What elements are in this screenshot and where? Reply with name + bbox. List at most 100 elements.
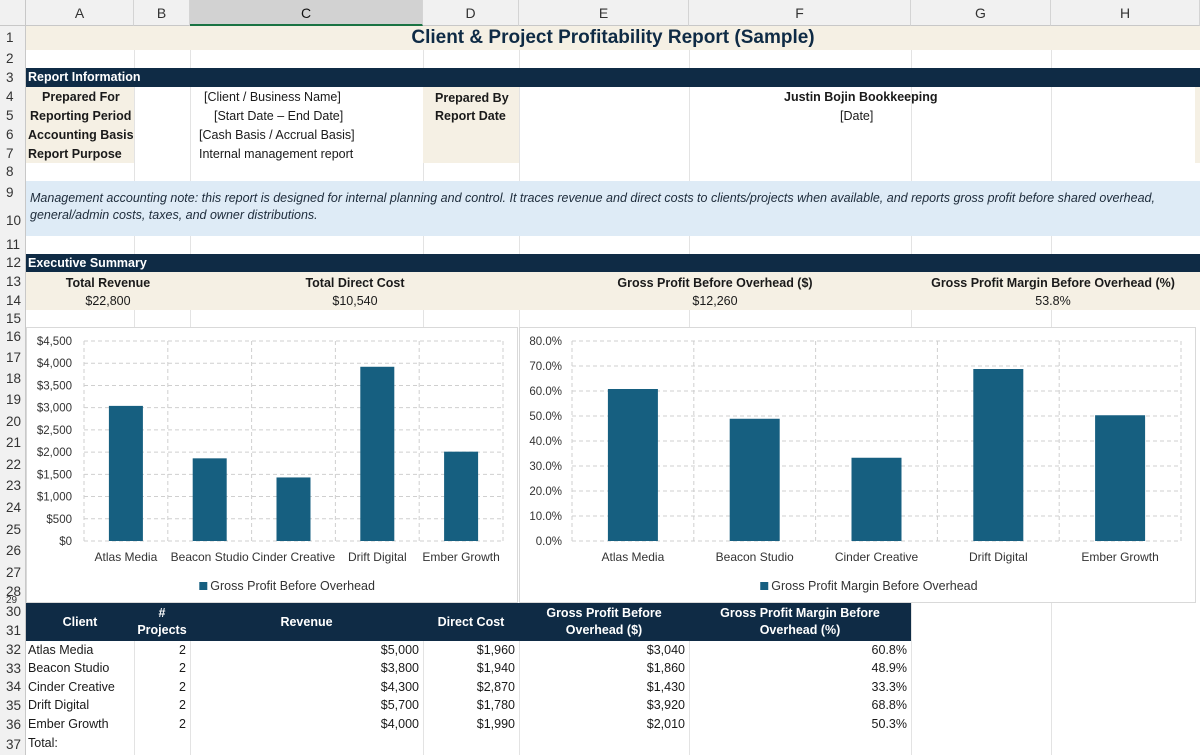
row-header-29[interactable]: 29: [0, 596, 26, 606]
gross-profit-chart[interactable]: $0 $500 $1,000 $1,500 $2,000 $2,500 $3,000 $3,5…: [26, 327, 518, 603]
table-cell-client[interactable]: Cinder Creative: [28, 680, 115, 694]
row-header-27[interactable]: 27: [0, 562, 26, 584]
row-header-31[interactable]: 31: [0, 620, 26, 641]
column-header-h[interactable]: H: [1051, 0, 1200, 26]
row-header-16[interactable]: 16: [0, 327, 26, 347]
table-cell-client[interactable]: Beacon Studio: [28, 661, 110, 675]
table-cell-revenue[interactable]: $5,700: [380, 698, 419, 712]
table-cell-client[interactable]: Atlas Media: [28, 643, 94, 657]
report-date-value[interactable]: [Date]: [840, 109, 874, 123]
prepared-for-value[interactable]: [Client / Business Name]: [204, 90, 341, 104]
column-header-c[interactable]: C: [190, 0, 423, 26]
row-header-21[interactable]: 21: [0, 432, 26, 454]
table-cell-revenue[interactable]: $3,800: [380, 661, 419, 675]
row-header-19[interactable]: 19: [0, 389, 26, 411]
row-header-3[interactable]: 3: [0, 68, 26, 87]
gp-chart-bar-2[interactable]: [276, 477, 311, 541]
gp-chart-bar-3[interactable]: [360, 366, 395, 541]
row-header-7[interactable]: 7: [0, 144, 26, 163]
table-cell-revenue[interactable]: $5,000: [380, 643, 419, 657]
row-header-26[interactable]: 26: [0, 540, 26, 562]
table-cell-gross-profit[interactable]: $2,010: [646, 717, 685, 731]
row-header-11[interactable]: 11: [0, 236, 26, 254]
row-header-12[interactable]: 12: [0, 254, 26, 272]
gm-chart-bar-1[interactable]: [729, 418, 780, 541]
table-cell-direct-cost[interactable]: $1,990: [476, 717, 515, 731]
column-header-e[interactable]: E: [519, 0, 689, 26]
table-cell-client[interactable]: Ember Growth: [28, 717, 109, 731]
row-header-10[interactable]: 10: [0, 205, 26, 236]
row-header-32[interactable]: 32: [0, 641, 26, 659]
gm-chart-legend-label: Gross Profit Margin Before Overhead: [771, 579, 977, 593]
row-header-15[interactable]: 15: [0, 310, 26, 327]
gm-chart-category-label: Cinder Creative: [835, 550, 919, 564]
gp-chart-bar-4[interactable]: [444, 451, 479, 541]
select-all-corner[interactable]: [0, 0, 26, 26]
table-cell-revenue[interactable]: $4,000: [380, 717, 419, 731]
row-header-35[interactable]: 35: [0, 696, 26, 715]
table-cell-direct-cost[interactable]: $2,870: [476, 680, 515, 694]
table-cell-direct-cost[interactable]: $1,780: [476, 698, 515, 712]
table-cell-projects[interactable]: 2: [179, 661, 186, 675]
gp-chart-bar-0[interactable]: [108, 405, 143, 541]
row-header-2[interactable]: 2: [0, 50, 26, 68]
column-header-b[interactable]: B: [134, 0, 190, 26]
prepared-by-value[interactable]: Justin Bojin Bookkeeping: [784, 90, 938, 104]
row-header-33[interactable]: 33: [0, 659, 26, 678]
row-header-36[interactable]: 36: [0, 715, 26, 734]
gm-chart-bar-2[interactable]: [851, 457, 902, 541]
row-header-18[interactable]: 18: [0, 368, 26, 389]
row-header-9[interactable]: 9: [0, 181, 26, 205]
table-cell-projects[interactable]: 2: [179, 643, 186, 657]
reporting-period-value[interactable]: [Start Date – End Date]: [214, 109, 344, 123]
table-cell-projects[interactable]: 2: [179, 717, 186, 731]
gm-chart-bar-3[interactable]: [973, 369, 1024, 541]
row-header-22[interactable]: 22: [0, 454, 26, 475]
row-header-14[interactable]: 14: [0, 291, 26, 310]
report-purpose-value[interactable]: Internal management report: [199, 147, 354, 161]
row-header-1[interactable]: 1: [0, 26, 26, 50]
table-cell-gross-profit[interactable]: $1,860: [646, 661, 685, 675]
gross-margin-chart[interactable]: 0.0% 10.0% 20.0% 30.0% 40.0% 50.0% 60.0% 70.0% 8…: [519, 327, 1196, 603]
table-cell-client[interactable]: Drift Digital: [28, 698, 90, 712]
row-header-13[interactable]: 13: [0, 272, 26, 291]
table-cell-gross-profit[interactable]: $3,920: [646, 698, 685, 712]
column-header-f[interactable]: F: [689, 0, 911, 26]
gp-chart-bar-1[interactable]: [192, 458, 227, 541]
gm-chart-y-tick-label: 40.0%: [529, 436, 562, 448]
row-header-34[interactable]: 34: [0, 678, 26, 696]
row-header-23[interactable]: 23: [0, 475, 26, 497]
row-header-4[interactable]: 4: [0, 87, 26, 106]
row-header-5[interactable]: 5: [0, 106, 26, 125]
table-cell-gross-margin[interactable]: 50.3%: [871, 717, 907, 731]
gross-profit-label: Gross Profit Before Overhead ($): [617, 276, 813, 290]
table-cell-direct-cost[interactable]: $1,960: [476, 643, 515, 657]
row-header-20[interactable]: 20: [0, 411, 26, 432]
row-header-24[interactable]: 24: [0, 497, 26, 519]
table-cell-gross-margin[interactable]: 60.8%: [871, 643, 907, 657]
table-cell-gross-profit[interactable]: $1,430: [646, 680, 685, 694]
row-header-6[interactable]: 6: [0, 125, 26, 144]
table-cell-gross-profit[interactable]: $3,040: [646, 643, 685, 657]
table-cell-direct-cost[interactable]: $1,940: [476, 661, 515, 675]
row-header-25[interactable]: 25: [0, 519, 26, 540]
row-header-28[interactable]: 28: [0, 584, 26, 599]
row-header-8[interactable]: 8: [0, 163, 26, 181]
table-cell-revenue[interactable]: $4,300: [380, 680, 419, 694]
table-cell-gross-margin[interactable]: 33.3%: [871, 680, 907, 694]
table-cell-gross-margin[interactable]: 48.9%: [871, 661, 907, 675]
row-header-30[interactable]: 30: [0, 603, 26, 620]
row-header-37[interactable]: 37: [0, 734, 26, 755]
table-cell-projects[interactable]: 2: [179, 698, 186, 712]
title-row: [26, 26, 1200, 50]
column-header-d[interactable]: D: [423, 0, 519, 26]
column-header-g[interactable]: G: [911, 0, 1051, 26]
table-cell-projects[interactable]: 2: [179, 680, 186, 694]
column-header-a[interactable]: A: [26, 0, 134, 26]
gm-chart-bar-4[interactable]: [1095, 415, 1146, 541]
gm-chart-bar-0[interactable]: [607, 389, 658, 541]
row-header-17[interactable]: 17: [0, 347, 26, 368]
table-total-label[interactable]: Total:: [28, 736, 58, 750]
table-cell-gross-margin[interactable]: 68.8%: [871, 698, 907, 712]
accounting-basis-value[interactable]: [Cash Basis / Accrual Basis]: [199, 128, 355, 142]
